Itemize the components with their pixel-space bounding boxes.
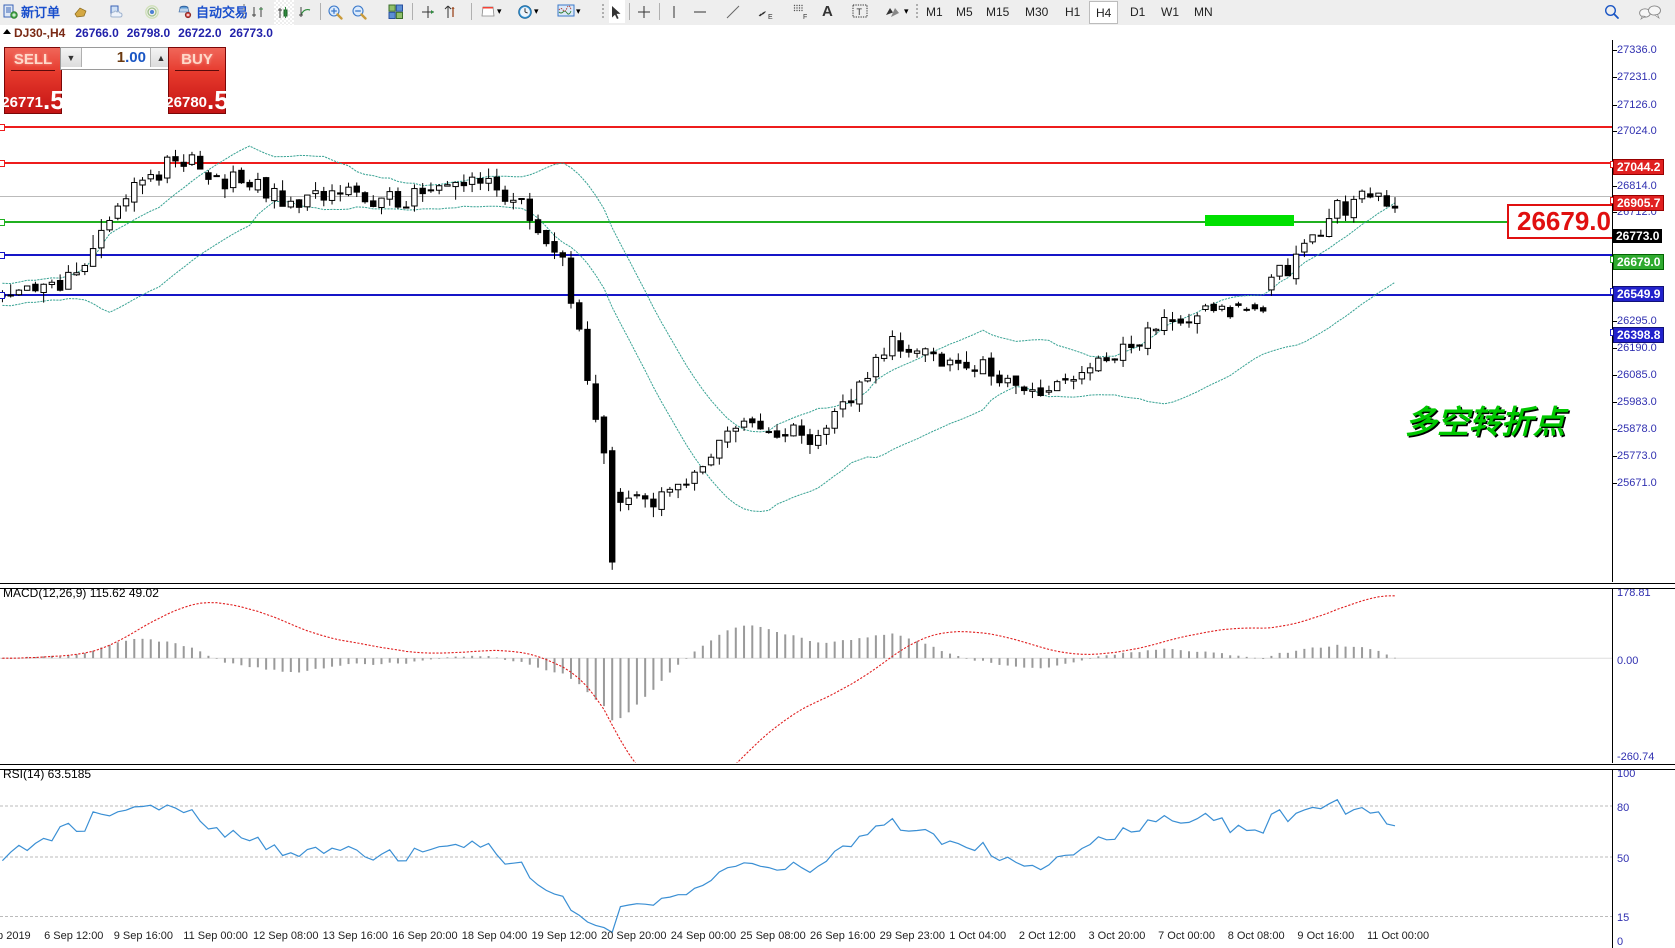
svg-text:T: T	[857, 7, 863, 17]
svg-text:F: F	[803, 14, 807, 20]
svg-text:E: E	[768, 14, 773, 20]
